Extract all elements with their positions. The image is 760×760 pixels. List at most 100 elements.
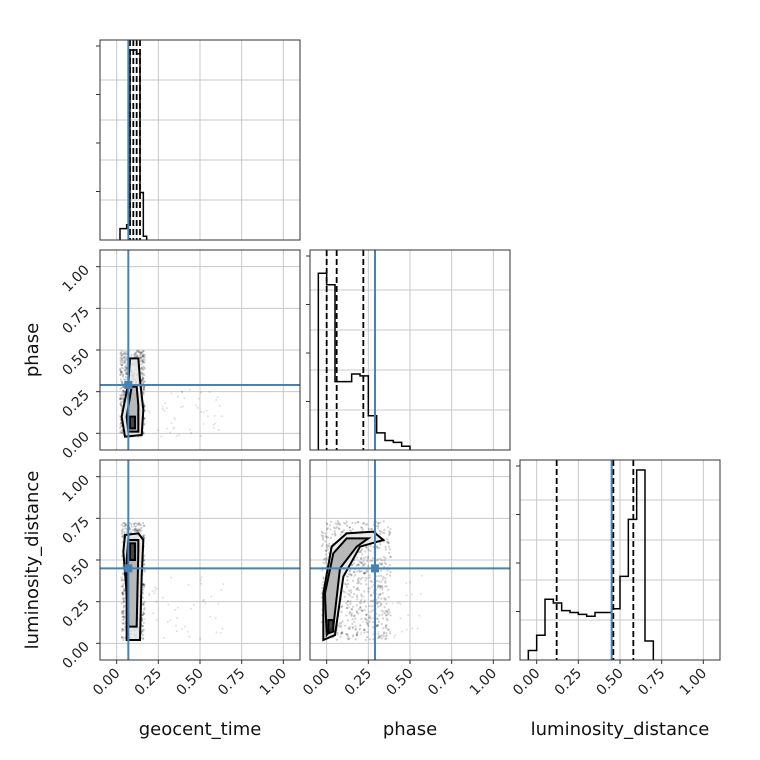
sample-point bbox=[359, 561, 363, 564]
sample-point bbox=[136, 522, 139, 525]
sample-point bbox=[384, 548, 387, 551]
sample-point bbox=[125, 530, 128, 534]
sample-point bbox=[121, 360, 124, 363]
sample-point bbox=[120, 635, 124, 639]
sample-point bbox=[141, 354, 144, 357]
sample-point bbox=[219, 631, 222, 634]
sample-point bbox=[141, 596, 145, 599]
sample-point bbox=[142, 381, 145, 384]
sample-point bbox=[123, 393, 126, 396]
sample-point bbox=[379, 584, 382, 587]
sample-point bbox=[364, 618, 367, 621]
sample-point bbox=[123, 605, 126, 608]
sample-point bbox=[349, 600, 352, 603]
sample-point bbox=[381, 634, 384, 637]
sample-point bbox=[362, 628, 366, 632]
density-contour bbox=[129, 542, 136, 561]
sample-point bbox=[122, 522, 125, 525]
sample-point bbox=[355, 634, 358, 637]
sample-point bbox=[121, 622, 124, 625]
sample-point bbox=[143, 524, 146, 527]
sample-point bbox=[325, 557, 328, 560]
sample-point bbox=[388, 551, 391, 555]
sample-point bbox=[383, 597, 386, 600]
sample-point bbox=[121, 628, 124, 631]
sample-point bbox=[142, 583, 145, 586]
sample-point bbox=[386, 619, 389, 622]
sample-point bbox=[354, 625, 357, 628]
sample-point bbox=[143, 608, 146, 611]
sample-point bbox=[362, 572, 365, 575]
sample-point bbox=[350, 607, 353, 611]
sample-point bbox=[326, 536, 330, 539]
sample-point bbox=[369, 559, 372, 562]
sample-point bbox=[122, 638, 125, 642]
sample-point bbox=[341, 530, 344, 533]
sample-point bbox=[369, 579, 372, 583]
sample-point bbox=[375, 524, 378, 528]
sample-point bbox=[180, 406, 183, 409]
sample-point bbox=[142, 386, 145, 390]
sample-point bbox=[123, 351, 127, 355]
sample-point bbox=[118, 426, 122, 429]
sample-point bbox=[334, 527, 337, 530]
sample-point bbox=[363, 609, 366, 612]
sample-point bbox=[122, 589, 126, 592]
sample-point bbox=[368, 587, 371, 590]
sample-point bbox=[368, 576, 371, 579]
sample-point bbox=[380, 574, 383, 577]
sample-point bbox=[379, 530, 382, 533]
sample-point bbox=[382, 576, 385, 579]
sample-point bbox=[141, 376, 144, 380]
sample-point bbox=[140, 351, 143, 354]
x-tick-label: 0.75 bbox=[635, 666, 668, 699]
sample-point bbox=[388, 611, 391, 614]
sample-point bbox=[355, 633, 359, 637]
sample-point bbox=[398, 601, 401, 604]
sample-point bbox=[336, 633, 339, 636]
sample-point bbox=[122, 375, 125, 378]
sample-point bbox=[120, 380, 124, 384]
sample-point bbox=[140, 358, 144, 362]
sample-point bbox=[367, 616, 371, 619]
sample-point bbox=[143, 355, 146, 359]
sample-point bbox=[356, 563, 359, 566]
sample-point bbox=[351, 528, 354, 531]
scatter-panel-phase_vs_geocent_time bbox=[99, 249, 301, 451]
sample-point bbox=[324, 553, 327, 556]
sample-point bbox=[377, 522, 380, 525]
sample-point bbox=[330, 520, 333, 523]
sample-point bbox=[360, 557, 363, 560]
sample-point bbox=[120, 530, 124, 534]
sample-point bbox=[341, 620, 344, 623]
sample-point bbox=[218, 404, 221, 407]
sample-point bbox=[143, 534, 146, 537]
sample-point bbox=[332, 526, 336, 529]
x-tick-label: 0.25 bbox=[132, 666, 165, 699]
sample-point bbox=[154, 589, 157, 592]
sample-point bbox=[138, 528, 141, 531]
sample-point bbox=[352, 570, 356, 573]
sample-point bbox=[122, 606, 125, 609]
sample-point bbox=[133, 525, 136, 528]
sample-point bbox=[122, 597, 125, 600]
sample-point bbox=[170, 392, 173, 395]
sample-point bbox=[360, 608, 363, 611]
sample-point bbox=[391, 602, 394, 605]
sample-point bbox=[367, 587, 370, 590]
sample-point bbox=[381, 592, 384, 595]
sample-point bbox=[161, 405, 164, 408]
sample-point bbox=[377, 632, 380, 636]
sample-point bbox=[119, 359, 122, 362]
sample-point bbox=[119, 353, 122, 356]
sample-point bbox=[121, 591, 124, 594]
sample-point bbox=[364, 550, 367, 553]
sample-point bbox=[180, 627, 183, 630]
sample-point bbox=[372, 625, 375, 629]
sample-point bbox=[162, 636, 165, 639]
sample-point bbox=[120, 354, 123, 358]
sample-point bbox=[346, 524, 349, 528]
sample-point bbox=[396, 602, 399, 605]
sample-point bbox=[143, 570, 146, 573]
sample-point bbox=[352, 605, 355, 608]
